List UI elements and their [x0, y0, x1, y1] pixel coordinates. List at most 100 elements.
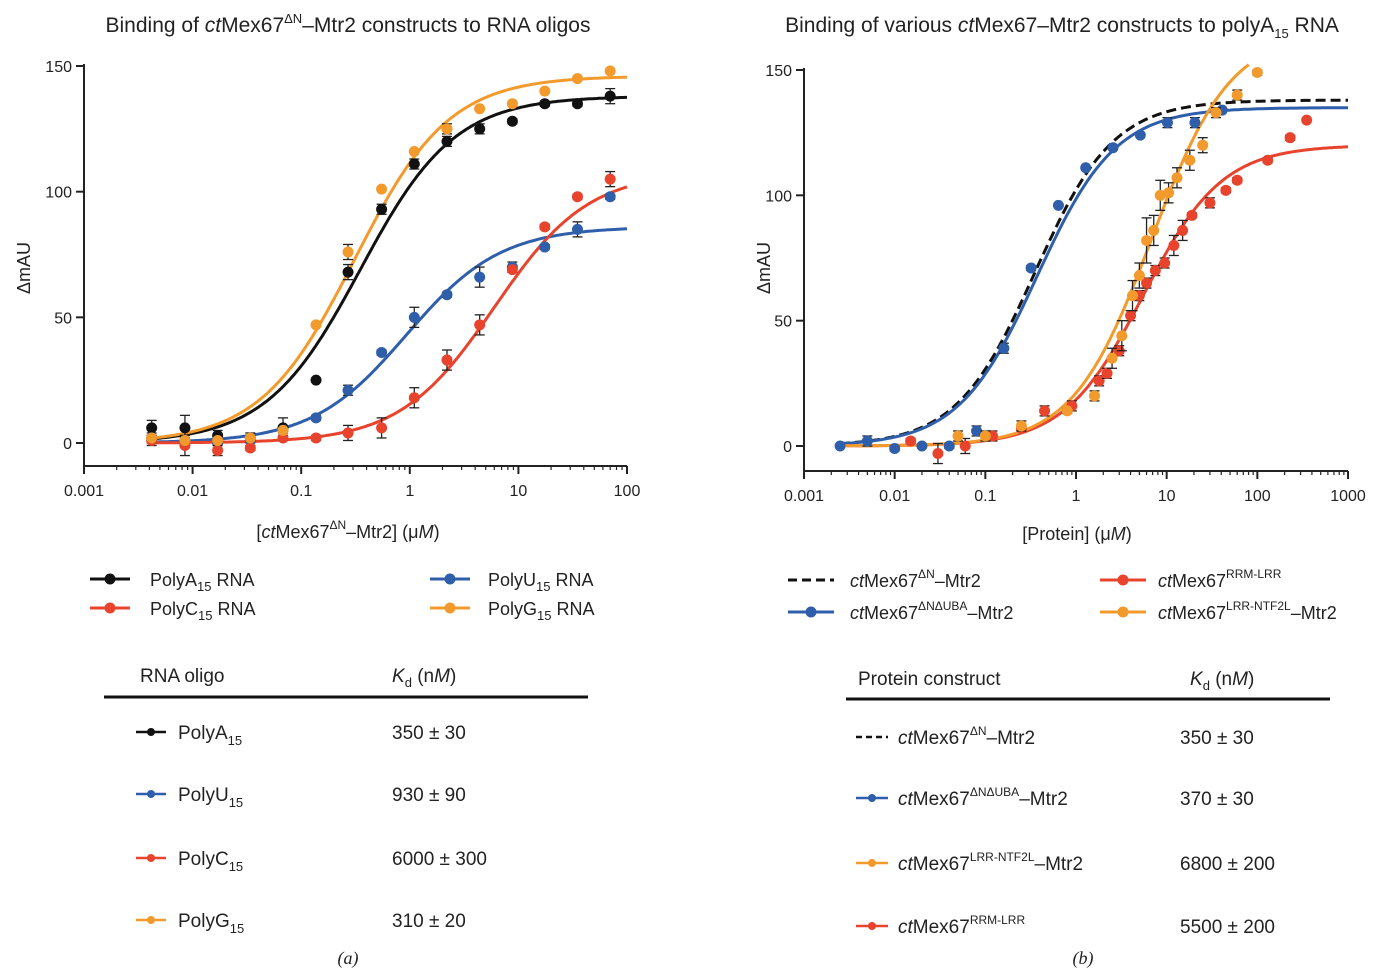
data-point	[310, 319, 322, 331]
data-point	[441, 123, 453, 135]
svg-text:PolyU15 RNA: PolyU15 RNA	[488, 570, 594, 594]
data-point	[146, 432, 158, 444]
data-point	[146, 422, 158, 434]
x-tick-label: 100	[1244, 488, 1271, 505]
x-tick-label: 0.01	[177, 483, 208, 500]
data-point	[1231, 174, 1243, 186]
svg-text:ctMex67ΔNΔUBA–Mtr2: ctMex67ΔNΔUBA–Mtr2	[850, 599, 1013, 623]
panel-b-plot: 0.001 0.01 0.1 1 10 100 1000 0 50 100 150	[765, 63, 1366, 505]
data-point	[1189, 117, 1201, 129]
x-tick-label: 10	[1158, 488, 1176, 505]
data-point	[1052, 199, 1064, 211]
table-row: ctMex67LRR-NTF2L–Mtr2 6800 ± 200	[856, 850, 1275, 875]
data-point	[1061, 405, 1073, 417]
data-point	[1154, 189, 1166, 201]
data-point	[474, 123, 486, 135]
data-point	[1284, 132, 1296, 144]
data-point	[408, 392, 420, 404]
table-row: PolyU15 930 ± 90	[136, 785, 466, 810]
data-point	[244, 432, 256, 444]
svg-text:5500 ± 200: 5500 ± 200	[1180, 917, 1275, 938]
data-point	[1107, 142, 1119, 154]
data-point	[441, 135, 453, 147]
fit-curve	[840, 63, 1250, 448]
data-point	[342, 266, 354, 278]
x-tick-label: 10	[510, 483, 528, 500]
data-point	[905, 435, 917, 447]
svg-text:PolyU15: PolyU15	[178, 785, 243, 810]
x-tick-label: 0.001	[64, 483, 104, 500]
data-point	[1262, 154, 1274, 166]
data-point	[1093, 375, 1105, 387]
data-point	[571, 191, 583, 203]
data-point	[342, 246, 354, 258]
data-point	[310, 412, 322, 424]
data-point	[1149, 265, 1161, 277]
panel-a-ylabel: ΔmAU	[14, 242, 34, 294]
svg-text:350 ± 30: 350 ± 30	[392, 723, 466, 744]
data-point	[376, 422, 388, 434]
data-point	[1168, 239, 1180, 251]
svg-text:310 ± 20: 310 ± 20	[392, 911, 466, 932]
table-a-header-oligo: RNA oligo	[140, 666, 225, 687]
legend-item-polyg: PolyG15 RNA	[430, 599, 595, 623]
data-point	[506, 264, 518, 276]
data-point	[539, 85, 551, 97]
data-point	[408, 145, 420, 157]
data-point	[971, 425, 983, 437]
data-point	[408, 158, 420, 170]
fit-curve	[151, 75, 627, 440]
panel-a-caption: (a)	[338, 948, 359, 969]
svg-text:PolyA15 RNA: PolyA15 RNA	[150, 570, 255, 594]
panel-b-caption: (b)	[1073, 948, 1094, 969]
table-row: ctMex67RRM-LRR 5500 ± 200	[856, 913, 1275, 938]
data-point	[506, 98, 518, 110]
data-point	[1171, 172, 1183, 184]
svg-text:ctMex67RRM-LRR: ctMex67RRM-LRR	[898, 913, 1025, 938]
data-point	[1148, 224, 1160, 236]
y-tick-label: 0	[63, 436, 72, 453]
x-tick-label: 0.1	[974, 488, 996, 505]
panel-a-title: Binding of ctMex67ΔN–Mtr2 constructs to …	[106, 11, 591, 37]
svg-text:6000 ± 300: 6000 ± 300	[392, 849, 487, 870]
data-point	[342, 384, 354, 396]
data-point	[179, 422, 191, 434]
data-point	[474, 271, 486, 283]
x-tick-label: 0.1	[290, 483, 312, 500]
panel-b-ylabel: ΔmAU	[754, 242, 774, 294]
data-point	[179, 434, 191, 446]
data-point	[1186, 209, 1198, 221]
data-point	[277, 424, 289, 436]
data-point	[1197, 139, 1209, 151]
x-tick-label: 1000	[1330, 488, 1366, 505]
data-point	[604, 173, 616, 185]
data-point	[959, 440, 971, 452]
data-point	[952, 430, 964, 442]
data-point	[441, 289, 453, 301]
data-point	[277, 432, 289, 444]
data-point	[916, 440, 928, 452]
legend-item-dnduba: ctMex67ΔNΔUBA–Mtr2	[788, 599, 1013, 623]
data-point	[244, 442, 256, 454]
data-point	[604, 65, 616, 77]
x-tick-label: 1	[1072, 488, 1081, 505]
table-b-header-construct: Protein construct	[858, 669, 1001, 690]
data-point	[889, 443, 901, 455]
data-point	[1125, 310, 1137, 322]
data-point	[1141, 277, 1153, 289]
data-point	[376, 183, 388, 195]
table-row: PolyC15 6000 ± 300	[136, 849, 487, 874]
svg-text:ctMex67LRR-NTF2L–Mtr2: ctMex67LRR-NTF2L–Mtr2	[1158, 599, 1337, 623]
svg-text:ctMex67ΔNΔUBA–Mtr2: ctMex67ΔNΔUBA–Mtr2	[898, 785, 1068, 810]
y-tick-label: 50	[774, 314, 792, 331]
data-point	[1106, 352, 1118, 364]
data-point	[1127, 290, 1139, 302]
y-tick-label: 150	[45, 59, 72, 76]
legend-item-rrm-lrr: ctMex67RRM-LRR	[1100, 567, 1282, 591]
y-tick-label: 0	[783, 439, 792, 456]
data-point	[539, 98, 551, 110]
data-point	[1204, 197, 1216, 209]
panel-b-legend: ctMex67ΔN–Mtr2 ctMex67ΔNΔUBA–Mtr2 ctMex6…	[788, 567, 1337, 623]
table-row: ctMex67ΔNΔUBA–Mtr2 370 ± 30	[856, 785, 1254, 810]
